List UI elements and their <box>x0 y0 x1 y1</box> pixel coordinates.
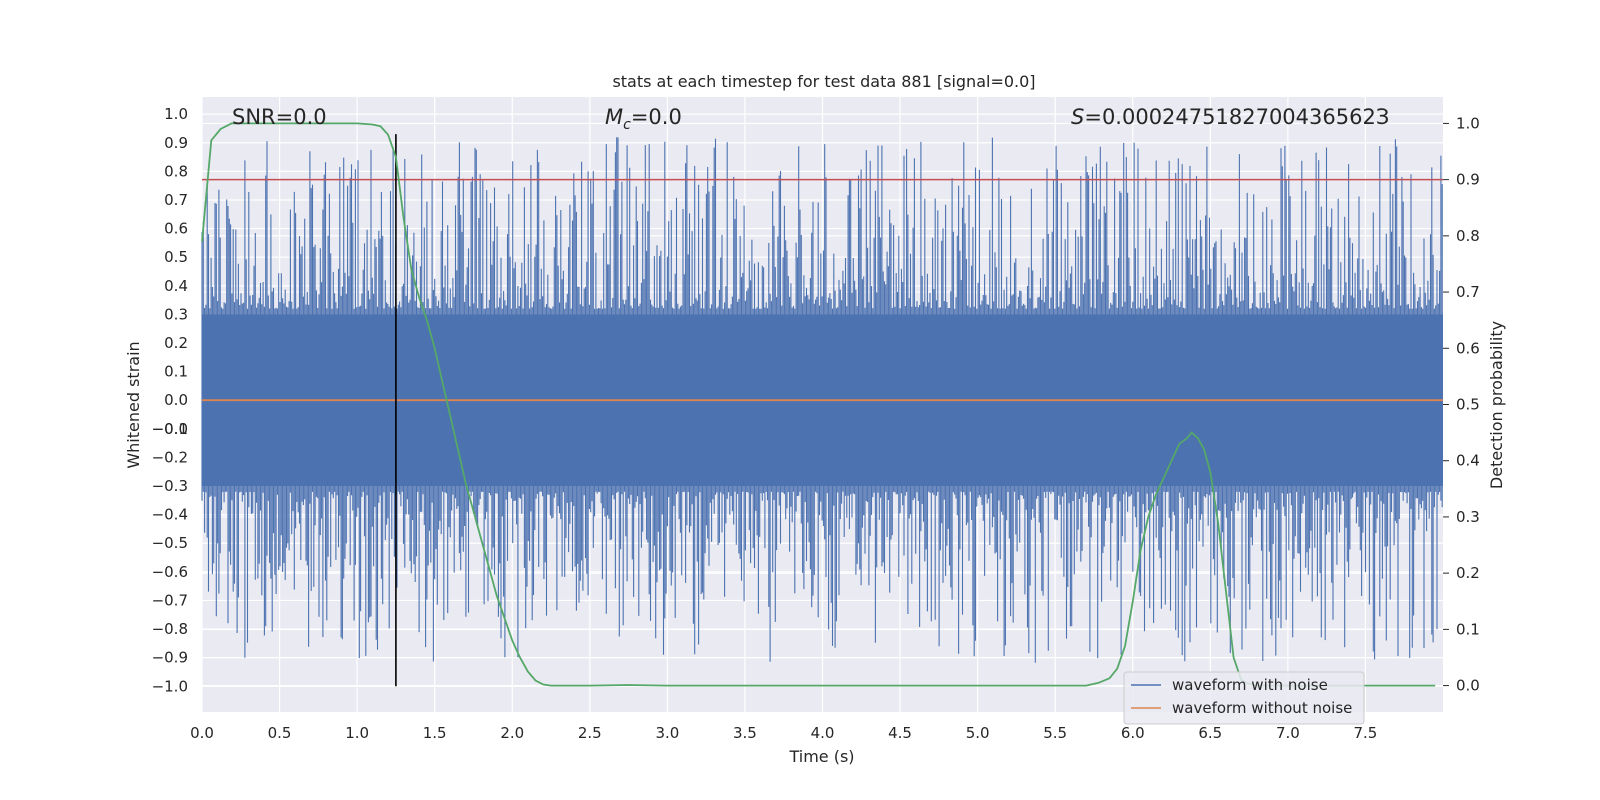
y-tick-label: −0.5 <box>152 534 188 552</box>
y-tick-label: −0.3 <box>152 477 188 495</box>
x-tick-label: 4.5 <box>888 724 912 742</box>
x-tick-label: 6.0 <box>1121 724 1145 742</box>
y2-tick-label: 0.0 <box>1456 677 1480 695</box>
y-tick-label: 0.9 <box>164 134 188 152</box>
s-symbol: S <box>1071 105 1084 129</box>
y-tick-label: −0.9 <box>152 649 188 667</box>
x-tick-label: 7.5 <box>1354 724 1378 742</box>
x-tick-label: 4.0 <box>811 724 835 742</box>
mc-annotation: Mc=0.0 <box>605 105 682 133</box>
detection-probability-line <box>201 122 1436 687</box>
x-tick-label: 1.5 <box>423 724 447 742</box>
s-annotation: S=0.0002475182700436562З <box>1071 105 1389 129</box>
legend-box <box>1123 671 1365 725</box>
y-tick-label: 1.0 <box>164 105 188 123</box>
y2-tick-label: 0.8 <box>1456 227 1480 245</box>
y-axis-label: Whitened strain <box>124 341 143 468</box>
x-tick-label: 6.5 <box>1198 724 1222 742</box>
x-tick-label: 5.0 <box>966 724 990 742</box>
chart-title: stats at each timestep for test data 881… <box>612 72 1035 91</box>
x-tick-label: 7.0 <box>1276 724 1300 742</box>
mc-symbol: M <box>605 105 623 129</box>
y-tick-label: 0.2 <box>164 334 188 352</box>
y2-tick-label: 0.7 <box>1456 283 1480 301</box>
y2-tick-label: 0.6 <box>1456 339 1480 357</box>
x-tick-label: 3.5 <box>733 724 757 742</box>
y2-tick-label: 1.0 <box>1456 114 1480 132</box>
y-tick-label: 0.3 <box>164 305 188 323</box>
x-tick-label: 5.5 <box>1043 724 1067 742</box>
y2-tick-label: 0.4 <box>1456 452 1480 470</box>
y2-tick-label: 0.2 <box>1456 564 1480 582</box>
y-tick-label: −0.8 <box>152 620 188 638</box>
mc-value: =0.0 <box>631 105 682 129</box>
y-tick-label: 0.7 <box>164 191 188 209</box>
x-tick-label: 0.0 <box>190 724 214 742</box>
y2-tick-label: 0.9 <box>1456 171 1480 189</box>
y-tick-label: 0.1 <box>164 363 188 381</box>
x-tick-label: 1.0 <box>345 724 369 742</box>
x-axis-label: Time (s) <box>788 747 854 766</box>
y2-tick-label: 0.1 <box>1456 620 1480 638</box>
y2-axis-label: Detection probability <box>1487 321 1506 489</box>
legend-label-with-noise: waveform with noise <box>1172 676 1328 694</box>
snr-annotation: SNR=0.0 <box>232 105 327 129</box>
y-tick-label: −1.0 <box>152 677 188 695</box>
y-tick-label: 0.5 <box>164 248 188 266</box>
y2-tick-label: 0.3 <box>1456 508 1480 526</box>
y-tick-label: −0.7 <box>152 591 188 609</box>
y-tick-label: 0.8 <box>164 162 188 180</box>
y-tick-label: −0.6 <box>152 563 188 581</box>
y-tick-label: −0.0 <box>152 420 188 438</box>
y2-tick-label: 0.5 <box>1456 396 1480 414</box>
noise-spikes <box>201 137 1443 663</box>
legend-label-without-noise: waveform without noise <box>1172 699 1352 717</box>
x-tick-label: 2.0 <box>500 724 524 742</box>
y2-axis-ticks: 1.0 0.9 0.8 0.7 0.6 0.5 0.4 0.3 0.2 0.1 0.0 <box>1443 114 1480 695</box>
legend: waveform with noise waveform without noi… <box>1123 671 1365 725</box>
y-tick-label: 0.4 <box>164 277 188 295</box>
y-tick-label: 0.6 <box>164 220 188 238</box>
y-axis-ticks: 1.00.90.80.70.60.50.40.30.20.10.0−0.0−0.… <box>152 105 188 695</box>
y-tick-label: 0.0 <box>164 391 188 409</box>
x-tick-label: 0.5 <box>268 724 292 742</box>
x-tick-label: 3.0 <box>655 724 679 742</box>
y-tick-label: −0.1 <box>152 420 188 438</box>
x-axis-ticks: 0.0 0.5 1.0 1.5 2.0 2.5 3.0 3.5 4.0 4.5 5.0 5.5 6.0 6… <box>190 724 1377 742</box>
y-tick-label: −0.2 <box>152 448 188 466</box>
y-tick-label: −0.4 <box>152 506 188 524</box>
overlay-lines <box>201 122 1443 687</box>
x-tick-label: 2.5 <box>578 724 602 742</box>
mc-subscript: c <box>623 117 631 133</box>
s-value: =0.0002475182700436562З <box>1084 105 1389 129</box>
